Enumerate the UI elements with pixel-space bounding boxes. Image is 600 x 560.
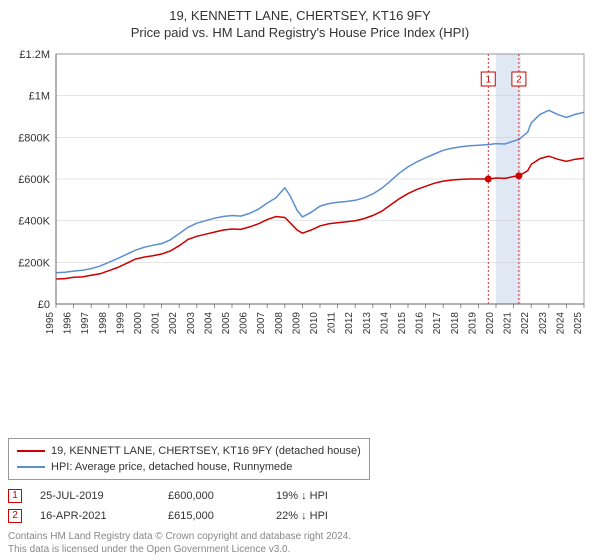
svg-text:2022: 2022 <box>520 312 531 335</box>
svg-text:1998: 1998 <box>98 312 109 335</box>
svg-text:1997: 1997 <box>80 312 91 335</box>
sale-marker-chip: 1 <box>8 489 22 503</box>
legend-label: 19, KENNETT LANE, CHERTSEY, KT16 9FY (de… <box>51 443 361 459</box>
svg-text:2011: 2011 <box>327 312 338 334</box>
legend-item: HPI: Average price, detached house, Runn… <box>17 459 361 475</box>
svg-text:£800K: £800K <box>18 132 50 144</box>
svg-text:£0: £0 <box>38 299 50 311</box>
svg-text:2000: 2000 <box>133 312 144 335</box>
titles: 19, KENNETT LANE, CHERTSEY, KT16 9FY Pri… <box>8 8 592 40</box>
svg-text:2006: 2006 <box>239 312 250 335</box>
sale-delta: 22% ↓ HPI <box>276 506 366 526</box>
svg-text:£1M: £1M <box>29 91 50 103</box>
svg-text:1996: 1996 <box>63 312 74 335</box>
sale-marker-chip: 2 <box>8 509 22 523</box>
footer-line-2: This data is licensed under the Open Gov… <box>8 543 592 556</box>
svg-text:2003: 2003 <box>186 312 197 335</box>
svg-text:2015: 2015 <box>397 312 408 335</box>
svg-text:1999: 1999 <box>115 312 126 335</box>
legend: 19, KENNETT LANE, CHERTSEY, KT16 9FY (de… <box>8 438 370 480</box>
chart-area: £0 £200K £400K £600K £800K £1M £1.2M 1995 1996 19… <box>8 46 592 432</box>
sale-row: 1 25-JUL-2019 £600,000 19% ↓ HPI <box>8 486 592 506</box>
svg-text:2010: 2010 <box>309 312 320 335</box>
svg-text:2019: 2019 <box>467 312 478 335</box>
svg-text:2024: 2024 <box>555 312 566 335</box>
svg-text:2008: 2008 <box>274 312 285 335</box>
legend-swatch <box>17 450 45 452</box>
sale-price: £600,000 <box>168 486 258 506</box>
title-main: 19, KENNETT LANE, CHERTSEY, KT16 9FY <box>8 8 592 23</box>
svg-text:£200K: £200K <box>18 257 50 269</box>
sales-table: 1 25-JUL-2019 £600,000 19% ↓ HPI 2 16-APR-202… <box>8 486 592 526</box>
svg-text:£1.2M: £1.2M <box>19 49 50 61</box>
legend-swatch <box>17 466 45 468</box>
chart-svg: £0 £200K £400K £600K £800K £1M £1.2M 1995 1996 19… <box>8 46 592 356</box>
svg-text:2016: 2016 <box>415 312 426 335</box>
sale-date: 16-APR-2021 <box>40 506 150 526</box>
svg-text:1: 1 <box>485 75 491 86</box>
svg-text:2007: 2007 <box>256 312 267 335</box>
svg-text:2001: 2001 <box>151 312 162 335</box>
svg-text:2017: 2017 <box>432 312 443 335</box>
sale-date: 25-JUL-2019 <box>40 486 150 506</box>
svg-text:2005: 2005 <box>221 312 232 335</box>
svg-text:2018: 2018 <box>450 312 461 335</box>
footer: Contains HM Land Registry data © Crown c… <box>8 530 592 556</box>
svg-text:2009: 2009 <box>291 312 302 335</box>
title-sub: Price paid vs. HM Land Registry's House … <box>8 25 592 40</box>
svg-text:2014: 2014 <box>379 312 390 335</box>
svg-text:2021: 2021 <box>503 312 514 335</box>
svg-text:2023: 2023 <box>538 312 549 335</box>
svg-text:2025: 2025 <box>573 312 584 335</box>
sale-price: £615,000 <box>168 506 258 526</box>
svg-text:2013: 2013 <box>362 312 373 335</box>
legend-item: 19, KENNETT LANE, CHERTSEY, KT16 9FY (de… <box>17 443 361 459</box>
svg-text:2020: 2020 <box>485 312 496 335</box>
svg-text:£400K: £400K <box>18 216 50 228</box>
svg-text:£600K: £600K <box>18 174 50 186</box>
svg-text:2002: 2002 <box>168 312 179 335</box>
svg-text:1995: 1995 <box>45 312 56 335</box>
svg-text:2004: 2004 <box>203 312 214 335</box>
legend-label: HPI: Average price, detached house, Runn… <box>51 459 292 475</box>
svg-text:2012: 2012 <box>344 312 355 335</box>
svg-text:2: 2 <box>516 75 522 86</box>
sale-row: 2 16-APR-2021 £615,000 22% ↓ HPI <box>8 506 592 526</box>
chart-container: 19, KENNETT LANE, CHERTSEY, KT16 9FY Pri… <box>0 0 600 560</box>
sale-delta: 19% ↓ HPI <box>276 486 366 506</box>
footer-line-1: Contains HM Land Registry data © Crown c… <box>8 530 592 543</box>
